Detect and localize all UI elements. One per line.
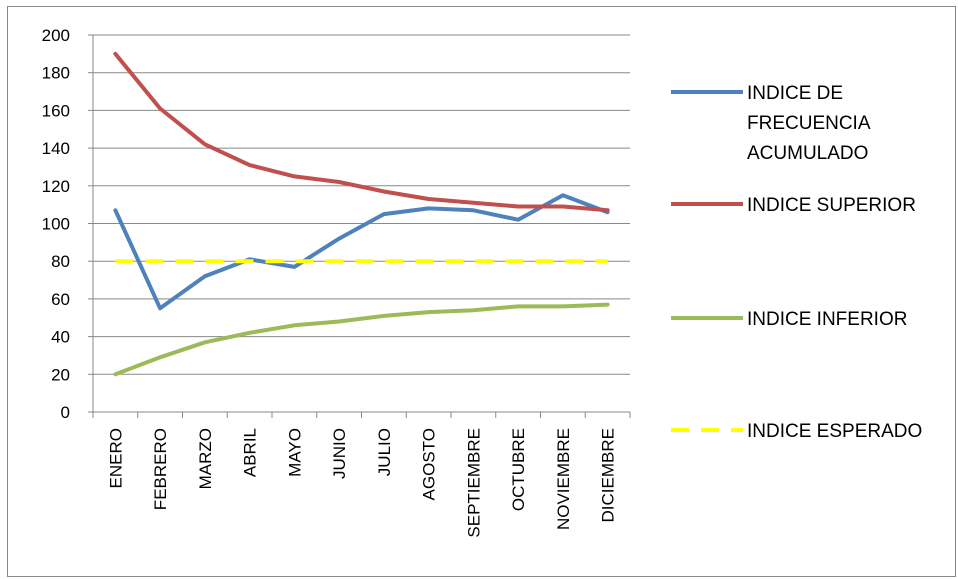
chart-area bbox=[7, 6, 956, 577]
legend-label-0: FRECUENCIA bbox=[747, 113, 871, 134]
y-tick-label: 100 bbox=[42, 215, 70, 234]
legend: INDICE DE FRECUENCIA ACUMULADO INDICE SUPER… bbox=[671, 83, 922, 442]
y-tick-label: 200 bbox=[42, 26, 70, 45]
axes: 0 20 40 60 80 100 120 140 160 180 200 ENERO FEBRERO M… bbox=[42, 26, 631, 538]
legend-label-2: INDICE INFERIOR bbox=[747, 309, 907, 330]
x-tick-label: JULIO bbox=[375, 428, 394, 476]
series-line-0 bbox=[113, 193, 610, 311]
x-tick-label: AGOSTO bbox=[420, 428, 439, 500]
y-tick-label: 180 bbox=[42, 64, 70, 83]
x-tick-label: ABRIL bbox=[241, 428, 260, 477]
legend-label-3: INDICE ESPERADO bbox=[747, 421, 922, 442]
y-tick-label: 140 bbox=[42, 139, 70, 158]
y-tick-label: 60 bbox=[51, 290, 70, 309]
y-tick-label: 0 bbox=[61, 403, 70, 422]
y-tick-label: 40 bbox=[51, 328, 70, 347]
y-tick-label: 80 bbox=[51, 252, 70, 271]
x-tick-label: NOVIEMBRE bbox=[554, 428, 573, 530]
y-tick-label: 20 bbox=[51, 365, 70, 384]
x-tick-label: SEPTIEMBRE bbox=[464, 428, 483, 538]
legend-label-0: INDICE DE bbox=[747, 83, 843, 104]
x-tick-label: ENERO bbox=[106, 428, 125, 488]
legend-label-0: ACUMULADO bbox=[747, 143, 868, 164]
x-tick-label: OCTUBRE bbox=[509, 428, 528, 511]
y-tick-label: 120 bbox=[42, 177, 70, 196]
legend-label-1: INDICE SUPERIOR bbox=[747, 195, 916, 216]
x-tick-label: DICIEMBRE bbox=[599, 428, 618, 522]
gridlines bbox=[93, 34, 630, 375]
x-tick-label: JUNIO bbox=[330, 428, 349, 479]
x-tick-label: FEBRERO bbox=[151, 428, 170, 510]
x-tick-label: MAYO bbox=[285, 428, 304, 477]
series-lines bbox=[113, 51, 610, 377]
y-tick-label: 160 bbox=[42, 101, 70, 120]
series-line-1 bbox=[113, 51, 610, 213]
series-line-2 bbox=[113, 302, 610, 377]
x-tick-label: MARZO bbox=[196, 428, 215, 489]
